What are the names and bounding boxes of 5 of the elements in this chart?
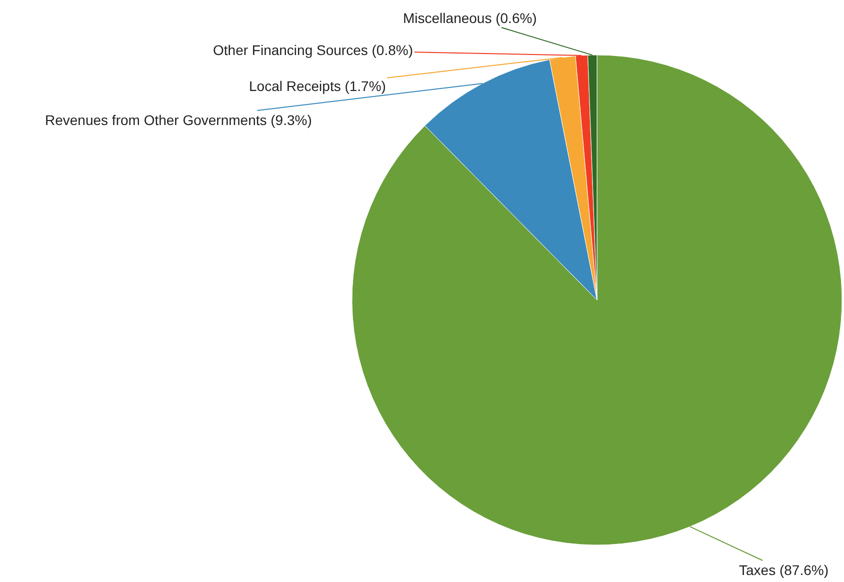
slice-label: Revenues from Other Governments (9.3%): [45, 112, 312, 128]
slice-label: Miscellaneous (0.6%): [403, 10, 537, 26]
slice-label: Local Receipts (1.7%): [249, 78, 386, 94]
slice-label: Other Financing Sources (0.8%): [213, 42, 413, 58]
slice-label: Taxes (87.6%): [739, 562, 828, 578]
